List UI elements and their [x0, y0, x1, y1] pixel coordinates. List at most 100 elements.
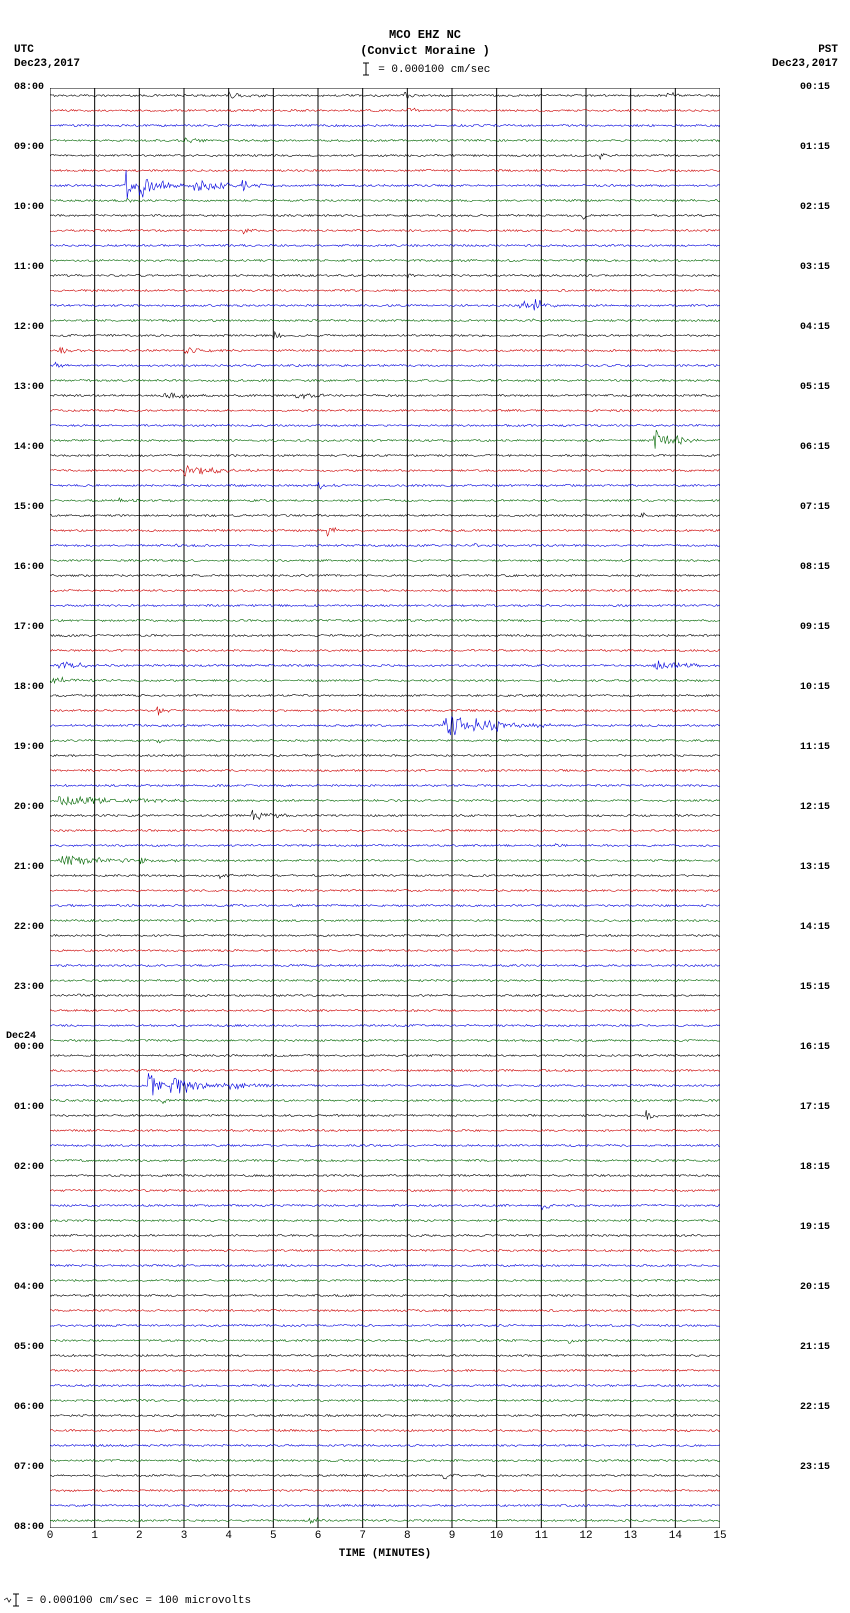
trace-line — [50, 290, 720, 292]
trace-line — [50, 980, 720, 982]
pst-time-label: 04:15 — [800, 322, 830, 333]
pst-time-label: 19:15 — [800, 1222, 830, 1233]
scale-text: = 0.000100 cm/sec — [378, 64, 490, 76]
trace-line — [50, 1250, 720, 1252]
trace-line — [50, 677, 720, 683]
trace-line — [50, 785, 720, 787]
trace-line — [50, 1099, 720, 1103]
trace-line — [50, 380, 720, 382]
x-tick-label: 15 — [713, 1530, 726, 1542]
utc-hour-label: 11:00 — [14, 262, 44, 273]
x-tick-label: 11 — [535, 1530, 548, 1542]
trace-line — [50, 154, 720, 160]
trace-line — [50, 635, 720, 637]
trace-line — [50, 707, 720, 716]
trace-line — [50, 1025, 720, 1027]
trace-line — [50, 1220, 720, 1222]
trace-line — [50, 274, 720, 278]
trace-line — [50, 905, 720, 907]
trace-line — [50, 650, 720, 652]
trace-line — [50, 245, 720, 247]
trace-line — [50, 347, 720, 353]
trace-line — [50, 1445, 720, 1447]
x-tick-label: 6 — [315, 1530, 322, 1542]
seismogram-plot — [50, 88, 720, 1528]
utc-hour-label: 00:00 — [14, 1042, 44, 1053]
trace-line — [50, 455, 720, 457]
utc-hour-label: 06:00 — [14, 1402, 44, 1413]
seismogram-container: MCO EHZ NC (Convict Moraine ) = 0.000100… — [0, 0, 850, 1613]
pst-time-label: 11:15 — [800, 742, 830, 753]
trace-line — [50, 1505, 720, 1507]
x-tick-label: 14 — [669, 1530, 682, 1542]
utc-hour-label: 01:00 — [14, 1102, 44, 1113]
trace-line — [50, 797, 720, 805]
utc-hour-label: 15:00 — [14, 502, 44, 513]
trace-line — [50, 513, 720, 517]
station-location: (Convict Moraine ) — [0, 44, 850, 58]
x-tick-label: 13 — [624, 1530, 637, 1542]
trace-line — [50, 1430, 720, 1432]
trace-line — [50, 1160, 720, 1162]
pst-time-label: 03:15 — [800, 262, 830, 273]
trace-line — [50, 332, 720, 340]
trace-line — [50, 319, 720, 322]
seismogram-svg — [50, 88, 720, 1528]
trace-line — [50, 810, 720, 820]
trace-line — [50, 1069, 720, 1072]
trace-line — [50, 170, 720, 172]
trace-line — [50, 1130, 720, 1132]
trace-line — [50, 1040, 720, 1042]
pst-time-label: 17:15 — [800, 1102, 830, 1113]
trace-line — [50, 935, 720, 937]
pst-time-label: 08:15 — [800, 562, 830, 573]
trace-line — [50, 1400, 720, 1402]
x-tick-label: 4 — [225, 1530, 232, 1542]
pst-time-label: 12:15 — [800, 802, 830, 813]
utc-hour-label: 20:00 — [14, 802, 44, 813]
trace-line — [50, 1175, 720, 1177]
trace-line — [50, 920, 720, 922]
trace-line — [50, 605, 720, 607]
utc-hour-label: 09:00 — [14, 142, 44, 153]
trace-line — [50, 260, 720, 262]
pst-time-label: 18:15 — [800, 1162, 830, 1173]
x-tick-label: 8 — [404, 1530, 411, 1542]
trace-line — [50, 620, 720, 622]
x-tick-label: 3 — [181, 1530, 188, 1542]
trace-line — [50, 1340, 720, 1344]
pst-time-label: 05:15 — [800, 382, 830, 393]
trace-line — [50, 1325, 720, 1327]
trace-line — [50, 410, 720, 412]
right-timezone: PST — [818, 44, 838, 56]
pst-time-label: 06:15 — [800, 442, 830, 453]
utc-hour-label: 19:00 — [14, 742, 44, 753]
trace-line — [50, 844, 720, 847]
utc-hour-label: 17:00 — [14, 622, 44, 633]
trace-line — [50, 965, 720, 967]
x-tick-label: 9 — [449, 1530, 456, 1542]
x-tick-label: 10 — [490, 1530, 503, 1542]
x-tick-label: 2 — [136, 1530, 143, 1542]
utc-hour-label: 10:00 — [14, 202, 44, 213]
utc-hour-label: 08:00 — [14, 1522, 44, 1533]
pst-time-label: 15:15 — [800, 982, 830, 993]
trace-line — [50, 1370, 720, 1372]
pst-time-labels: 00:1501:1502:1503:1504:1505:1506:1507:15… — [794, 88, 850, 1528]
right-date: Dec23,2017 — [772, 58, 838, 70]
pst-time-label: 10:15 — [800, 682, 830, 693]
left-timezone: UTC — [14, 44, 34, 56]
trace-line — [50, 994, 720, 997]
trace-line — [50, 717, 720, 735]
trace-line — [50, 1460, 720, 1462]
trace-line — [50, 482, 720, 489]
trace-line — [50, 890, 720, 892]
trace-line — [50, 108, 720, 111]
pst-time-label: 01:15 — [800, 142, 830, 153]
utc-hour-label: 16:00 — [14, 562, 44, 573]
x-tick-label: 12 — [579, 1530, 592, 1542]
pst-time-label: 20:15 — [800, 1282, 830, 1293]
pst-time-label: 23:15 — [800, 1462, 830, 1473]
trace-line — [50, 299, 720, 310]
trace-line — [50, 770, 720, 772]
